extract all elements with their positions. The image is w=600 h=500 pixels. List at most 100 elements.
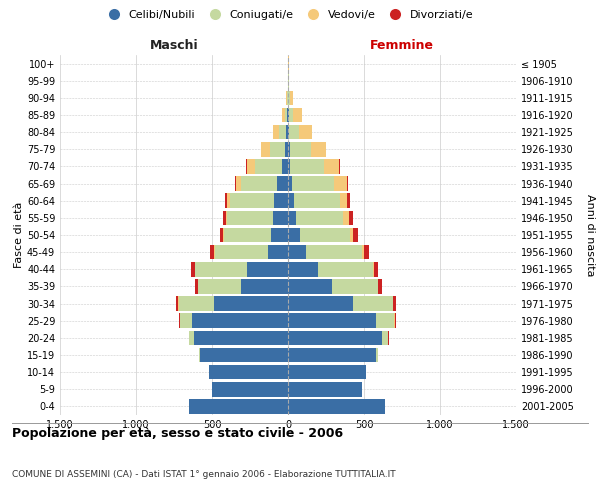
Bar <box>290 159 324 174</box>
Bar <box>287 108 288 122</box>
Bar <box>180 314 192 328</box>
Bar <box>353 228 358 242</box>
Bar <box>319 262 373 276</box>
Bar <box>227 194 230 208</box>
Bar <box>209 365 288 380</box>
Y-axis label: Fasce di età: Fasce di età <box>14 202 24 268</box>
Bar <box>288 228 300 242</box>
Bar <box>214 245 215 260</box>
Bar <box>195 262 247 276</box>
Bar <box>306 245 362 260</box>
Bar <box>288 279 332 293</box>
Bar <box>247 262 288 276</box>
Bar <box>223 210 226 225</box>
Bar <box>214 296 288 311</box>
Bar <box>227 210 273 225</box>
Bar <box>200 348 288 362</box>
Bar <box>230 194 274 208</box>
Bar <box>246 159 247 174</box>
Bar <box>377 279 379 293</box>
Bar <box>288 365 365 380</box>
Bar <box>343 210 349 225</box>
Bar <box>288 125 289 140</box>
Bar <box>353 296 393 311</box>
Bar <box>339 159 340 174</box>
Bar <box>192 314 288 328</box>
Bar <box>374 262 379 276</box>
Bar <box>282 108 285 122</box>
Bar <box>225 194 227 208</box>
Bar <box>236 176 241 191</box>
Bar <box>296 210 343 225</box>
Bar <box>289 90 290 105</box>
Bar <box>189 399 288 413</box>
Bar <box>311 142 326 156</box>
Bar <box>288 314 376 328</box>
Bar <box>277 176 288 191</box>
Bar <box>212 382 288 396</box>
Bar <box>194 330 288 345</box>
Bar <box>241 176 277 191</box>
Y-axis label: Anni di nascita: Anni di nascita <box>585 194 595 276</box>
Bar <box>288 194 294 208</box>
Bar <box>288 348 376 362</box>
Bar <box>211 245 214 260</box>
Bar <box>347 176 348 191</box>
Legend: Celibi/Nubili, Coniugati/e, Vedovi/e, Divorziati/e: Celibi/Nubili, Coniugati/e, Vedovi/e, Di… <box>98 6 478 25</box>
Bar <box>289 125 299 140</box>
Text: Femmine: Femmine <box>370 38 434 52</box>
Bar <box>179 296 214 311</box>
Bar <box>340 194 347 208</box>
Bar <box>195 279 198 293</box>
Bar <box>288 296 353 311</box>
Bar <box>382 330 388 345</box>
Text: Popolazione per età, sesso e stato civile - 2006: Popolazione per età, sesso e stato civil… <box>12 428 343 440</box>
Bar <box>223 228 224 242</box>
Bar <box>179 314 180 328</box>
Bar <box>294 194 340 208</box>
Bar <box>176 296 178 311</box>
Bar <box>334 176 347 191</box>
Bar <box>286 90 287 105</box>
Bar <box>349 210 353 225</box>
Text: COMUNE DI ASSEMINI (CA) - Dati ISTAT 1° gennaio 2006 - Elaborazione TUTTITALIA.I: COMUNE DI ASSEMINI (CA) - Dati ISTAT 1° … <box>12 470 395 479</box>
Bar <box>191 262 194 276</box>
Bar <box>362 245 364 260</box>
Bar <box>288 210 296 225</box>
Bar <box>376 348 377 362</box>
Bar <box>300 228 350 242</box>
Bar <box>288 382 362 396</box>
Bar <box>288 176 292 191</box>
Bar <box>268 245 288 260</box>
Bar <box>194 262 195 276</box>
Bar <box>288 142 290 156</box>
Bar <box>288 245 306 260</box>
Bar <box>274 194 288 208</box>
Bar <box>285 108 287 122</box>
Bar <box>364 245 370 260</box>
Bar <box>288 108 289 122</box>
Bar <box>299 125 311 140</box>
Bar <box>241 279 288 293</box>
Bar <box>332 279 377 293</box>
Bar <box>288 330 382 345</box>
Bar <box>273 210 288 225</box>
Bar <box>235 176 236 191</box>
Bar <box>199 279 241 293</box>
Bar <box>199 348 200 362</box>
Bar <box>324 159 339 174</box>
Bar <box>215 245 268 260</box>
Bar <box>395 314 396 328</box>
Bar <box>279 125 286 140</box>
Bar <box>254 159 282 174</box>
Bar <box>290 90 293 105</box>
Bar <box>224 228 271 242</box>
Bar <box>289 108 293 122</box>
Bar <box>286 125 288 140</box>
Bar <box>292 176 334 191</box>
Bar <box>350 228 353 242</box>
Bar <box>288 262 319 276</box>
Text: Maschi: Maschi <box>149 38 199 52</box>
Bar <box>285 142 288 156</box>
Bar <box>247 159 254 174</box>
